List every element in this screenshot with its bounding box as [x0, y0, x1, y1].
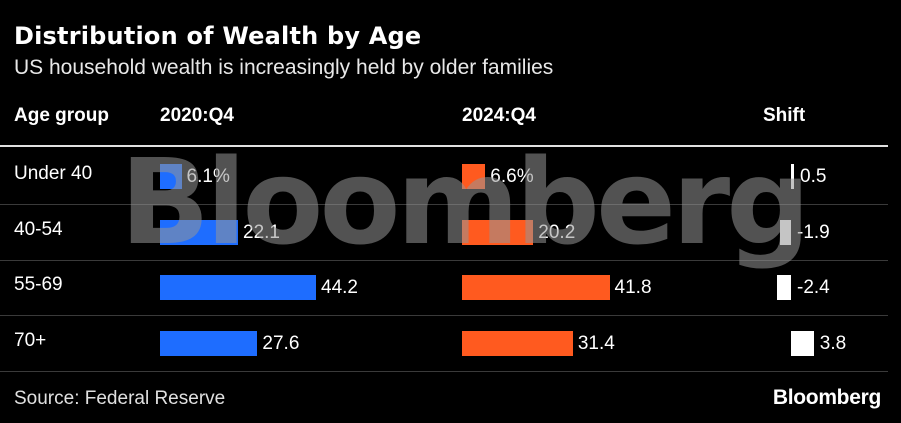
bar-shift — [776, 275, 791, 300]
row-label: Under 40 — [14, 163, 93, 184]
value-label-shift: 0.5 — [800, 166, 827, 187]
bar-shift — [791, 164, 794, 189]
value-label-2020: 22.1 — [243, 222, 280, 243]
source-note: Source: Federal Reserve — [14, 388, 226, 409]
bar-2020 — [160, 164, 182, 189]
row-label: 55-69 — [14, 274, 63, 295]
value-label-2024: 6.6% — [490, 166, 534, 187]
value-label-2020: 44.2 — [321, 277, 358, 298]
value-label-2020: 6.1% — [186, 166, 230, 187]
bar-shift — [791, 331, 814, 356]
bar-shift — [779, 220, 791, 245]
value-label-2024: 20.2 — [538, 222, 576, 243]
row-label: 40-54 — [14, 219, 63, 240]
column-header-shift: Shift — [763, 105, 806, 126]
value-label-2024: 31.4 — [577, 333, 615, 354]
bar-2024 — [462, 164, 486, 189]
column-header-2020: 2020:Q4 — [160, 105, 234, 126]
value-label-shift: -2.4 — [797, 277, 830, 298]
bar-2020 — [160, 220, 238, 245]
value-label-shift: -1.9 — [797, 222, 830, 243]
column-header-2024: 2024:Q4 — [462, 105, 536, 126]
row-divider — [0, 371, 888, 372]
row-divider — [0, 204, 888, 205]
value-label-shift: 3.8 — [819, 333, 847, 354]
value-label-2020: 27.6 — [262, 333, 300, 354]
chart-title: Distribution of Wealth by Age — [14, 22, 422, 50]
bar-2024 — [462, 220, 534, 245]
bar-2024 — [462, 275, 610, 300]
bar-2020 — [160, 331, 258, 356]
bar-2024 — [462, 331, 573, 356]
row-label: 70+ — [14, 330, 47, 351]
value-label-2024: 41.8 — [614, 277, 652, 298]
chart-subtitle: US household wealth is increasingly held… — [14, 56, 554, 79]
row-divider — [0, 315, 888, 316]
bar-2020 — [160, 275, 317, 300]
row-divider — [0, 260, 888, 261]
brand-logo: Bloomberg — [772, 386, 881, 409]
column-header-age-group: Age group — [14, 105, 109, 126]
header-rule — [0, 145, 888, 147]
